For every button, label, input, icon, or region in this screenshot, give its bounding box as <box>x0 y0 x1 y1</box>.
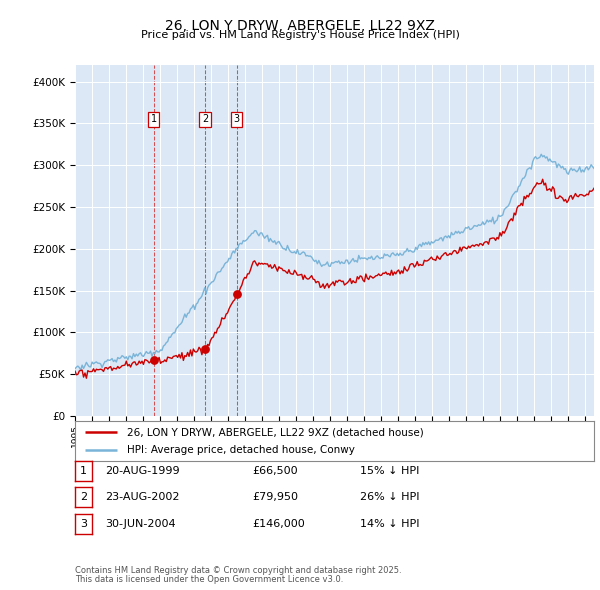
Text: 26, LON Y DRYW, ABERGELE, LL22 9XZ: 26, LON Y DRYW, ABERGELE, LL22 9XZ <box>165 19 435 33</box>
Text: 1: 1 <box>151 114 157 124</box>
Text: 3: 3 <box>233 114 240 124</box>
Text: 2: 2 <box>202 114 208 124</box>
Text: 3: 3 <box>80 519 87 529</box>
Text: Contains HM Land Registry data © Crown copyright and database right 2025.: Contains HM Land Registry data © Crown c… <box>75 566 401 575</box>
Text: This data is licensed under the Open Government Licence v3.0.: This data is licensed under the Open Gov… <box>75 575 343 584</box>
Text: 2: 2 <box>80 493 87 502</box>
Text: £79,950: £79,950 <box>252 493 298 502</box>
Point <box>200 345 210 354</box>
Text: 1: 1 <box>80 466 87 476</box>
Text: Price paid vs. HM Land Registry's House Price Index (HPI): Price paid vs. HM Land Registry's House … <box>140 30 460 40</box>
Text: 20-AUG-1999: 20-AUG-1999 <box>105 466 179 476</box>
Text: 26% ↓ HPI: 26% ↓ HPI <box>360 493 419 502</box>
Text: 14% ↓ HPI: 14% ↓ HPI <box>360 519 419 529</box>
Text: 30-JUN-2004: 30-JUN-2004 <box>105 519 176 529</box>
Point <box>149 356 159 365</box>
Point <box>232 289 241 299</box>
Text: 26, LON Y DRYW, ABERGELE, LL22 9XZ (detached house): 26, LON Y DRYW, ABERGELE, LL22 9XZ (deta… <box>127 428 424 438</box>
Text: £66,500: £66,500 <box>252 466 298 476</box>
Text: 23-AUG-2002: 23-AUG-2002 <box>105 493 179 502</box>
Text: 15% ↓ HPI: 15% ↓ HPI <box>360 466 419 476</box>
Text: HPI: Average price, detached house, Conwy: HPI: Average price, detached house, Conw… <box>127 445 355 455</box>
Text: £146,000: £146,000 <box>252 519 305 529</box>
